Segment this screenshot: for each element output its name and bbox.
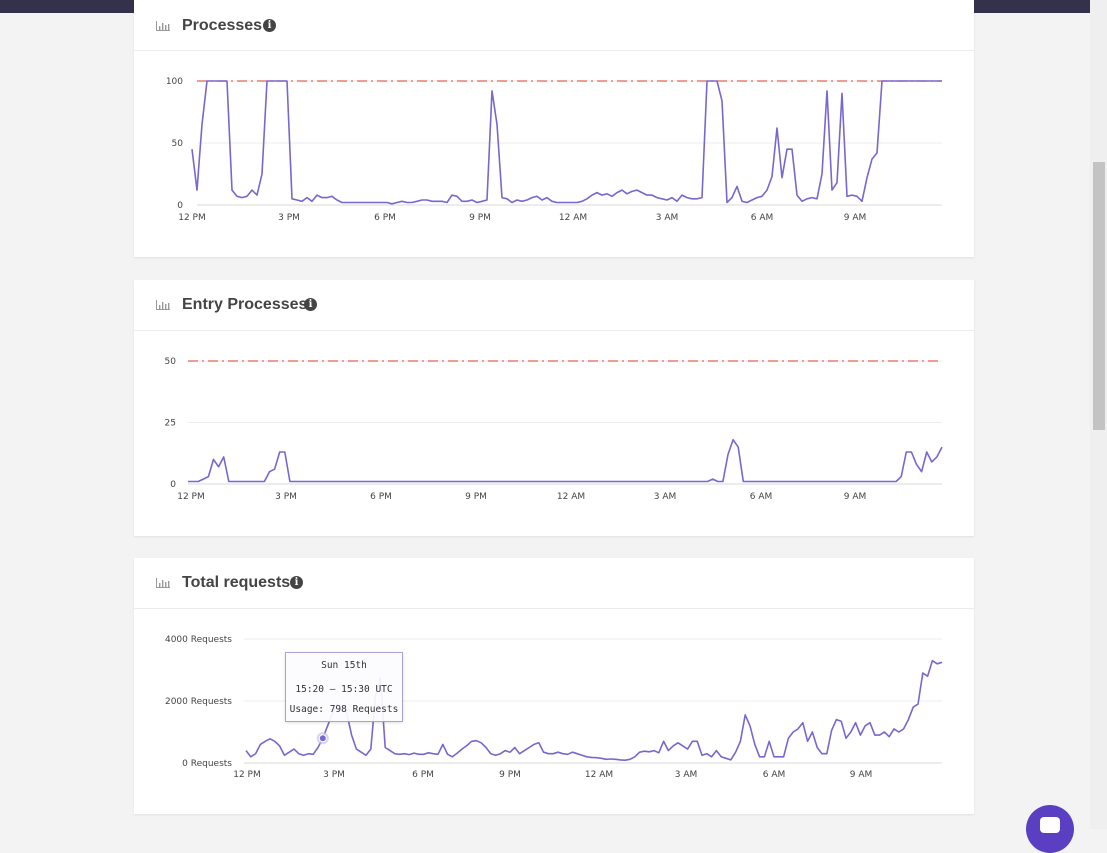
y-tick-label: 4000 Requests [165, 635, 232, 645]
x-tick-label: 9 PM [469, 213, 491, 223]
x-tick-label: 12 PM [177, 492, 205, 502]
y-tick-label: 100 [166, 77, 183, 87]
processes-chart: 100 50 0 12 PM 3 PM 6 PM 9 PM 12 AM 3 AM 6 AM 9 AM [166, 77, 942, 223]
x-tick-label: 3 AM [656, 213, 679, 223]
x-tick-label: 12 AM [585, 770, 613, 780]
x-tick-label: 3 PM [278, 213, 300, 223]
x-tick-label: 3 AM [654, 492, 677, 502]
y-tick-label: 0 [177, 201, 183, 211]
x-tick-label: 6 PM [370, 492, 392, 502]
tooltip-date: Sun 15th [321, 660, 367, 671]
card-header: Processes i [134, 0, 974, 51]
info-icon[interactable]: i [263, 19, 276, 32]
x-tick-label: 6 PM [412, 770, 434, 780]
total-requests-card: Total requests i 4000 Requests 2000 Reque… [134, 558, 974, 814]
card-title: Total requests [182, 574, 291, 591]
x-tick-label: 12 AM [557, 492, 585, 502]
x-tick-label: 12 AM [559, 213, 587, 223]
y-tick-label: 25 [165, 419, 176, 429]
x-tick-label: 12 PM [233, 770, 261, 780]
processes-card: Processes i 100 50 0 12 PM 3 PM 6 PM 9 PM 12 AM… [134, 0, 974, 257]
bar-chart-icon [156, 300, 170, 310]
x-tick-label: 6 AM [763, 770, 786, 780]
x-tick-label: 3 PM [275, 492, 297, 502]
chat-icon [1040, 817, 1060, 833]
x-tick-label: 12 PM [178, 213, 206, 223]
series-line [188, 438, 943, 483]
x-tick-label: 3 AM [675, 770, 698, 780]
info-icon[interactable]: i [304, 298, 317, 311]
series-line [245, 659, 943, 761]
x-tick-label: 6 AM [750, 492, 773, 502]
y-tick-label: 0 Requests [182, 759, 232, 769]
tooltip-range: 15:20 – 15:30 UTC [295, 684, 393, 695]
entry-processes-card: Entry Processes i 50 25 0 12 PM 3 PM 6 PM 9 PM… [134, 280, 974, 536]
tooltip-usage: Usage: 798 Requests [289, 704, 399, 715]
x-tick-label: 9 AM [850, 770, 873, 780]
x-tick-label: 9 PM [465, 492, 487, 502]
entry-processes-chart: 50 25 012 PM 3 PM 6 PM 9 PM 12 AM 3 AM 6 AM 9 AM [165, 357, 943, 502]
x-tick-label: 6 AM [751, 213, 774, 223]
y-tick-label: 50 [165, 357, 177, 367]
bar-chart-icon [156, 578, 170, 588]
y-tick-label: 0 [170, 480, 176, 490]
x-tick-label: 6 PM [374, 213, 396, 223]
y-tick-label: 50 [172, 139, 184, 149]
data-point [318, 734, 327, 743]
chart-tooltip: Sun 15th 15:20 – 15:30 UTC Usage: 798 Re… [285, 652, 403, 722]
x-tick-label: 9 AM [844, 492, 867, 502]
card-title: Processes [182, 17, 263, 34]
x-tick-label: 3 PM [323, 770, 345, 780]
x-tick-label: 9 AM [844, 213, 867, 223]
card-header: Entry Processes i [134, 280, 974, 331]
bar-chart-icon [156, 21, 170, 31]
series-line [191, 80, 942, 205]
card-header: Total requests i [134, 558, 974, 609]
scrollbar-thumb[interactable] [1093, 162, 1105, 430]
card-title: Entry Processes [182, 296, 308, 313]
y-tick-label: 2000 Requests [165, 697, 232, 707]
chat-button[interactable] [1026, 805, 1074, 853]
x-tick-label: 9 PM [499, 770, 521, 780]
info-icon[interactable]: i [290, 576, 303, 589]
